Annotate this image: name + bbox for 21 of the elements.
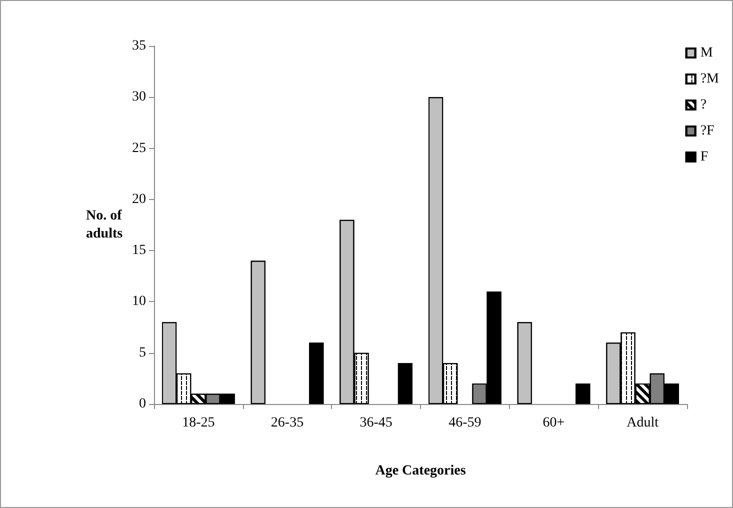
- y-tick-label: 10: [132, 294, 146, 310]
- x-tick-label: 36-45: [360, 416, 392, 430]
- x-tick-label: 60+: [542, 416, 565, 430]
- y-tick-label: 5: [139, 345, 146, 360]
- x-tick-label: Adult: [626, 416, 659, 430]
- legend-label: ?F: [700, 124, 715, 138]
- y-tick-label: 0: [139, 396, 146, 412]
- x-axis-title: Age Categories: [375, 464, 466, 478]
- legend-label: M: [700, 46, 714, 60]
- x-tick-label: 18-25: [182, 416, 215, 430]
- y-tick-label: 15: [132, 243, 146, 258]
- x-tick-label: 26-35: [270, 416, 304, 430]
- y-tick-label: 20: [132, 192, 146, 207]
- x-tick-label: 46-59: [448, 416, 482, 430]
- legend-label: ?: [700, 98, 707, 112]
- y-axis-title: No. of adults: [86, 208, 124, 242]
- legend-label: ?M: [700, 72, 720, 86]
- y-tick-label: 25: [132, 140, 146, 156]
- legend-label: F: [700, 150, 708, 164]
- y-tick-label: 30: [132, 90, 146, 105]
- y-tick-label: 35: [132, 38, 146, 54]
